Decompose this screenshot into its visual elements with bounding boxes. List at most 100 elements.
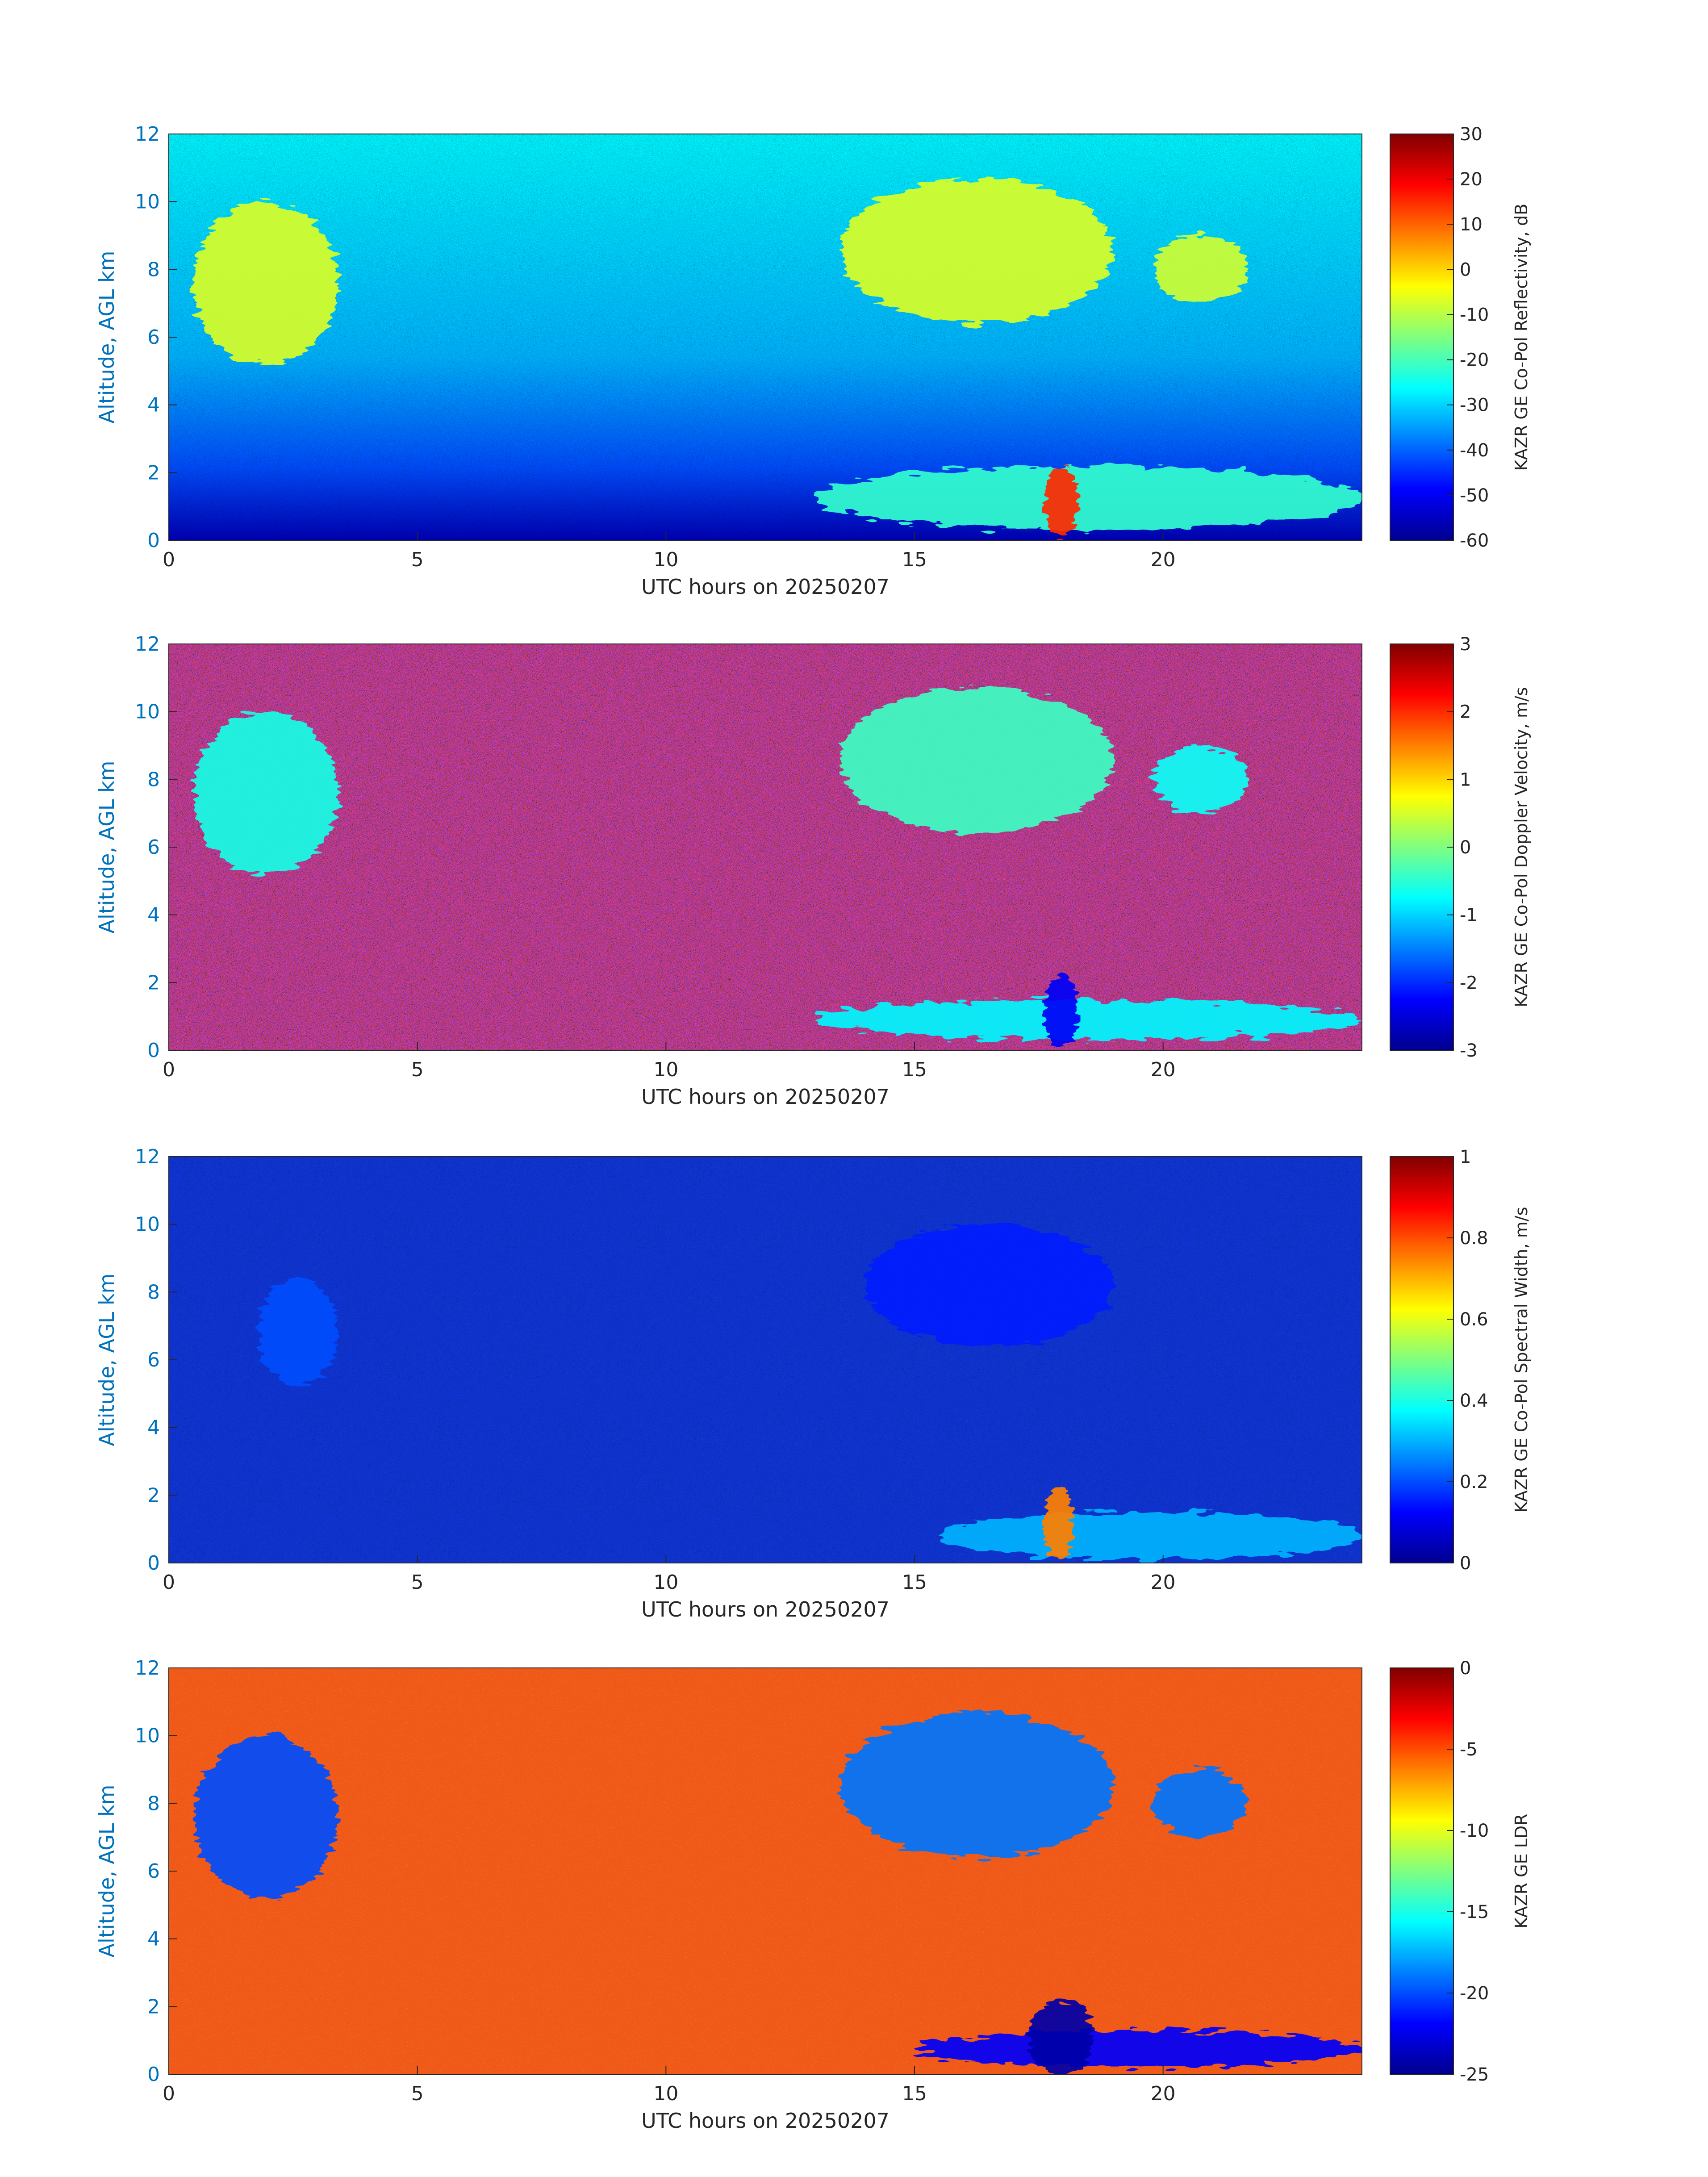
y-tick-label: 0	[147, 529, 160, 552]
colorbar: 30 20 10 0 -10 -20 -30 -40 -50 -60 KAZR GE Co-Pol …	[1390, 124, 1531, 551]
colorbar-tick-label: -5	[1460, 1739, 1478, 1760]
y-tick-label: 6	[147, 1349, 160, 1371]
y-tick-label: 2	[147, 971, 160, 994]
y-axis-title: Altitude, AGL km	[95, 1273, 119, 1446]
feature-cirrus-2	[1153, 1769, 1248, 1838]
colorbar: 3 2 1 0 -1 -2 -3 KAZR GE Co-Pol Doppler Velocit…	[1390, 634, 1531, 1061]
feature-precipitation-core-3	[1044, 1488, 1074, 1560]
y-axis-title: Altitude, AGL km	[95, 251, 119, 423]
feature-boundary-layer-cloud-3	[815, 999, 1362, 1040]
heatmap-speckle	[169, 1157, 1362, 1563]
colorbar-tick-label: -15	[1460, 1902, 1489, 1922]
colorbar-tick-label: -60	[1460, 531, 1489, 551]
colorbar-title: KAZR GE Co-Pol Spectral Width, m/s	[1512, 1207, 1531, 1513]
y-tick-label: 10	[135, 701, 160, 723]
x-tick-label: 10	[653, 548, 678, 571]
feature-precipitation-core-4	[1029, 2000, 1094, 2074]
colorbar-tick-label: 0.6	[1460, 1309, 1488, 1330]
y-tick-label: 10	[135, 1725, 160, 1747]
y-tick-label: 0	[147, 1552, 160, 1575]
heatmap-area	[169, 134, 1362, 540]
colorbar: 0 -5 -10 -15 -20 -25 KAZR GE LDR	[1390, 1658, 1531, 2085]
x-tick-label: 20	[1151, 1571, 1176, 1594]
colorbar-tick-label: 3	[1460, 634, 1471, 655]
x-tick-label: 20	[1151, 1058, 1176, 1081]
colorbar-tick-label: 0	[1460, 1553, 1471, 1574]
y-tick-label: 12	[135, 1657, 160, 1680]
feature-cirrus-2	[1153, 235, 1248, 304]
y-tick-label: 4	[147, 394, 160, 417]
y-tick-label: 2	[147, 461, 160, 484]
heatmap-speckle	[169, 644, 1362, 1050]
x-axis-title: UTC hours on 20250207	[641, 575, 889, 599]
y-axis-title: Altitude, AGL km	[95, 760, 119, 933]
colorbar-tick-label: -10	[1460, 305, 1489, 325]
colorbar-title: KAZR GE Co-Pol Doppler Velocity, m/s	[1512, 687, 1531, 1007]
colorbar-tick-label: -30	[1460, 395, 1489, 416]
colorbar-tick-label: -20	[1460, 1983, 1489, 2004]
colorbar-tick-label: -1	[1460, 905, 1478, 926]
colorbar-tick-label: -10	[1460, 1821, 1489, 1841]
y-tick-label: 8	[147, 768, 160, 791]
feature-boundary-layer-cloud-3	[915, 2030, 1362, 2068]
x-tick-label: 5	[411, 1058, 424, 1081]
colorbar-gradient	[1390, 1156, 1454, 1563]
feature-precipitation-core-4	[1044, 466, 1079, 537]
x-tick-label: 10	[653, 1571, 678, 1594]
heatmap-area	[169, 1668, 1362, 2074]
y-tick-label: 4	[147, 1928, 160, 1951]
colorbar-tick-label: 0	[1460, 1658, 1471, 1679]
x-tick-label: 5	[411, 2082, 424, 2105]
colorbar-gradient	[1390, 134, 1454, 541]
colorbar-tick-label: 2	[1460, 702, 1471, 723]
x-tick-label: 0	[163, 1058, 175, 1081]
x-tick-label: 15	[902, 1571, 927, 1594]
feature-cirrus-1	[840, 688, 1114, 834]
y-axis-title: Altitude, AGL km	[95, 1784, 119, 1957]
x-axis-title: UTC hours on 20250207	[641, 1597, 889, 1621]
heatmap-speckle	[169, 1668, 1362, 2074]
colorbar: 1 0.8 0.6 0.4 0.2 0 KAZR GE Co-Pol Spectral Wi…	[1390, 1147, 1531, 1574]
x-tick-label: 15	[902, 548, 927, 571]
y-tick-label: 8	[147, 258, 160, 281]
feature-cirrus-2	[1153, 745, 1248, 814]
x-tick-label: 0	[163, 548, 175, 571]
feature-cirrus-0	[258, 1279, 338, 1387]
y-tick-label: 10	[135, 1213, 160, 1236]
colorbar-tick-label: 1	[1460, 769, 1471, 790]
feature-cirrus-0	[193, 711, 338, 874]
y-tick-label: 2	[147, 1995, 160, 2018]
colorbar-gradient	[1390, 643, 1454, 1051]
colorbar-tick-label: 0.4	[1460, 1391, 1488, 1411]
y-tick-label: 12	[135, 633, 160, 656]
y-tick-label: 6	[147, 1860, 160, 1883]
y-tick-label: 8	[147, 1792, 160, 1815]
y-tick-label: 4	[147, 1417, 160, 1439]
colorbar-tick-label: 10	[1460, 214, 1482, 235]
colorbar-tick-label: 30	[1460, 124, 1482, 145]
heatmap-area	[169, 1157, 1362, 1563]
y-tick-label: 10	[135, 191, 160, 213]
y-tick-label: 6	[147, 836, 160, 859]
x-tick-label: 20	[1151, 548, 1176, 571]
x-tick-label: 10	[653, 1058, 678, 1081]
colorbar-title: KAZR GE Co-Pol Reflectivity, dB	[1512, 204, 1531, 471]
colorbar-title: KAZR GE LDR	[1512, 1813, 1531, 1928]
y-tick-label: 12	[135, 123, 160, 146]
feature-boundary-layer-cloud-3	[815, 466, 1362, 531]
y-tick-label: 8	[147, 1281, 160, 1304]
colorbar-tick-label: -40	[1460, 440, 1489, 461]
x-tick-label: 10	[653, 2082, 678, 2105]
feature-cirrus-1	[840, 178, 1114, 324]
feature-cirrus-1	[840, 1712, 1114, 1858]
x-tick-label: 0	[163, 1571, 175, 1594]
feature-cirrus-1	[864, 1224, 1114, 1346]
y-tick-label: 0	[147, 2063, 160, 2086]
feature-boundary-layer-cloud-2	[939, 1512, 1362, 1560]
colorbar-tick-label: -25	[1460, 2064, 1489, 2085]
x-tick-label: 15	[902, 2082, 927, 2105]
feature-cirrus-0	[193, 1735, 338, 1898]
